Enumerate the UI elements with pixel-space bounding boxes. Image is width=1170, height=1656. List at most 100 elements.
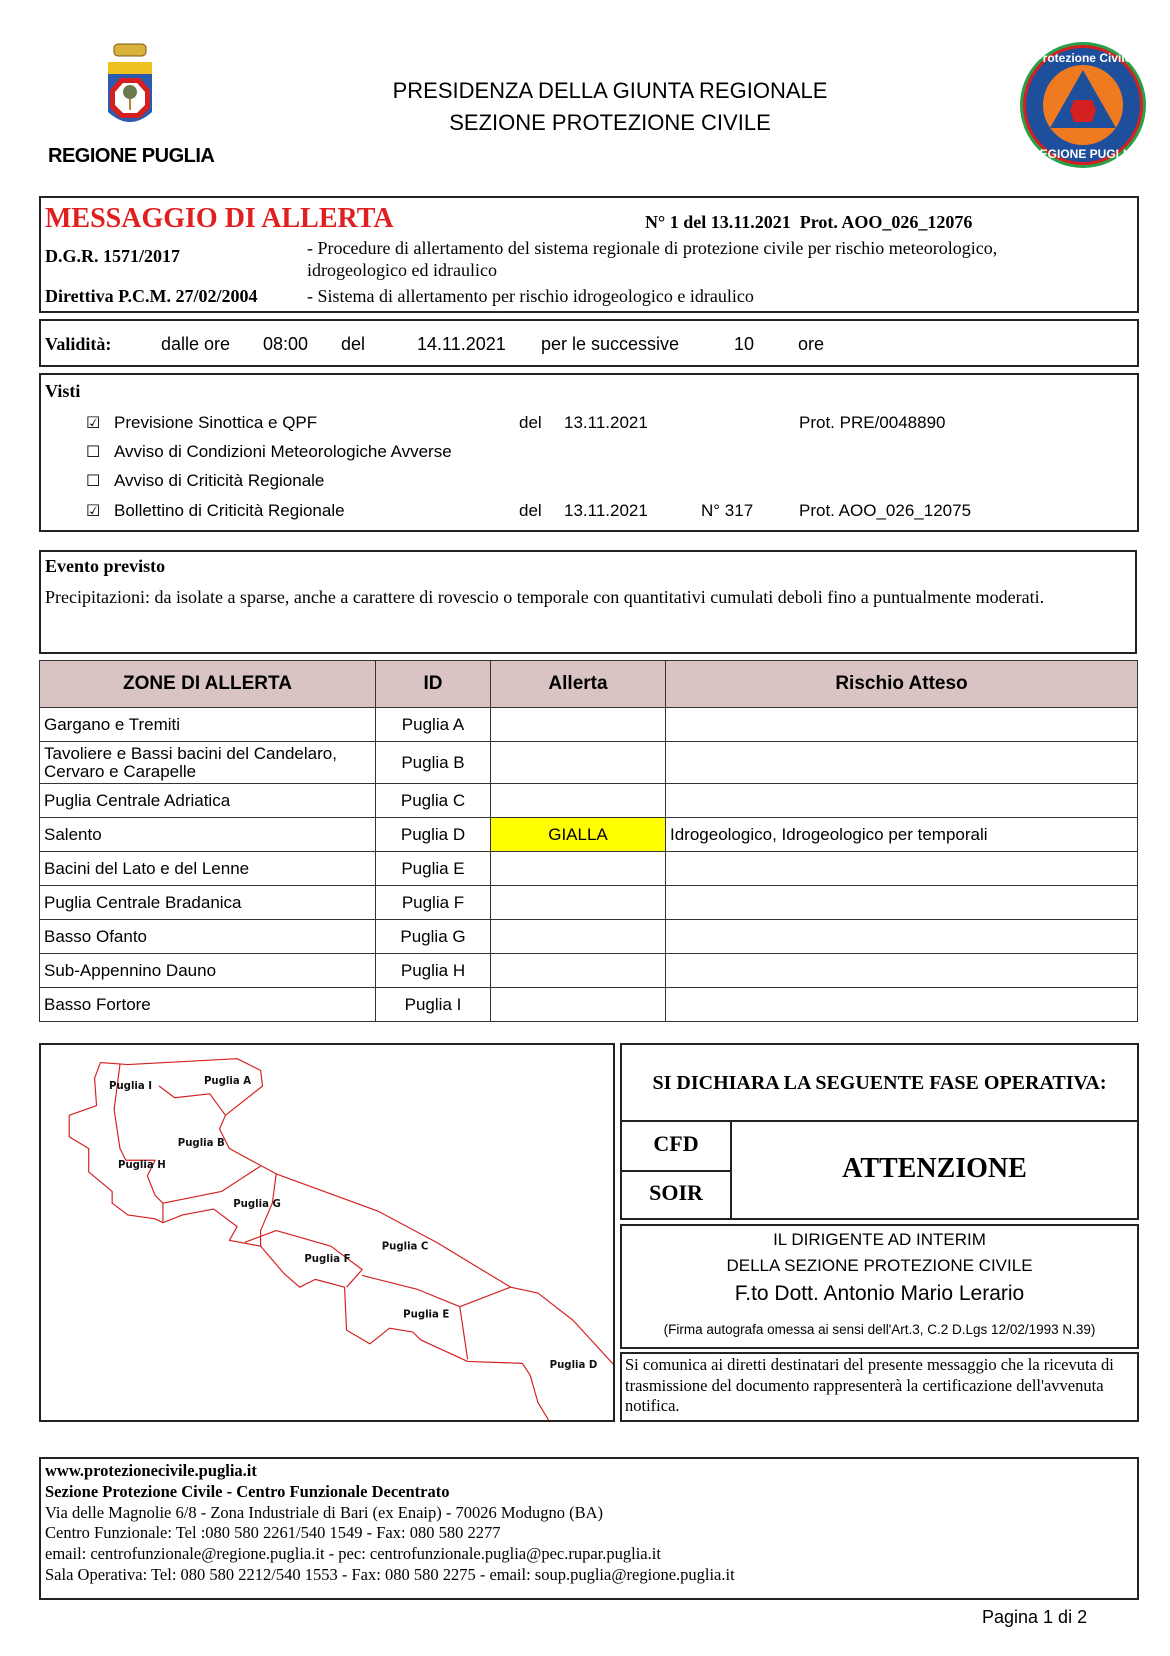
- allerta-cell: [490, 987, 666, 1022]
- map-label: Puglia B: [178, 1138, 225, 1149]
- fase-soir: SOIR: [649, 1180, 703, 1205]
- zone-cell: Bacini del Lato e del Lenne: [39, 851, 376, 886]
- visti-item-label: Bollettino di Criticità Regionale: [114, 501, 345, 520]
- rischio-cell: [665, 851, 1138, 886]
- table-row: Gargano e Tremiti Puglia A: [39, 707, 1138, 742]
- visti-item-prot: Prot. PRE/0048890: [799, 413, 946, 432]
- allerta-cell: [490, 741, 666, 784]
- id-cell: Puglia A: [375, 707, 491, 742]
- rischio-cell: [665, 919, 1138, 954]
- footer-box: www.protezionecivile.puglia.it Sezione P…: [39, 1457, 1139, 1600]
- regione-puglia-logo: [100, 42, 160, 134]
- validita-ora: 08:00: [263, 334, 309, 354]
- id-cell: Puglia B: [375, 741, 491, 784]
- id-cell: Puglia I: [375, 987, 491, 1022]
- firma-name: F.to Dott. Antonio Mario Lerario: [734, 1282, 1025, 1305]
- map-boundaries: [113, 1064, 511, 1360]
- map-label: Puglia A: [204, 1076, 251, 1087]
- firma-line2: DELLA SEZIONE PROTEZIONE CIVILE: [726, 1256, 1033, 1275]
- validita-ore-num: 10: [734, 334, 755, 354]
- checkbox-unchecked-icon: ☐: [86, 442, 101, 461]
- footer-section: Sezione Protezione Civile - Centro Funzi…: [45, 1481, 450, 1501]
- map-label: Puglia F: [304, 1254, 350, 1265]
- table-row: Bacini del Lato e del Lenne Puglia E: [39, 851, 1138, 886]
- allerta-cell: [490, 707, 666, 742]
- dgr-label: D.G.R. 1571/2017: [45, 246, 180, 266]
- validita-ore: ore: [798, 334, 825, 354]
- header-rischio: Rischio Atteso: [665, 660, 1138, 708]
- table-row: Puglia Centrale Adriatica Puglia C: [39, 783, 1138, 818]
- id-cell: Puglia E: [375, 851, 491, 886]
- table-row: Puglia Centrale Bradanica Puglia F: [39, 885, 1138, 920]
- validita-data: 14.11.2021: [417, 334, 506, 354]
- map-label: Puglia D: [550, 1360, 598, 1371]
- footer-website[interactable]: www.protezionecivile.puglia.it: [45, 1461, 257, 1480]
- visti-item-label: Avviso di Criticità Regionale: [114, 471, 325, 490]
- id-cell: Puglia G: [375, 919, 491, 954]
- notice-box: Si comunica ai diretti destinatari del p…: [620, 1352, 1139, 1422]
- zones-map: Puglia I Puglia A Puglia B Puglia H Puglia G…: [39, 1043, 615, 1422]
- allerta-cell: [490, 783, 666, 818]
- evento-label: Evento previsto: [45, 556, 166, 576]
- map-label: Puglia G: [233, 1199, 281, 1210]
- header-id: ID: [375, 660, 491, 708]
- dgr-text-1: - Procedure di allertamento del sistema …: [307, 238, 998, 258]
- regione-puglia-label: REGIONE PUGLIA: [48, 145, 215, 167]
- id-cell: Puglia D: [375, 817, 491, 852]
- notice-text: Si comunica ai diretti destinatari del p…: [625, 1355, 1114, 1415]
- protezione-civile-logo: Protezione Civile REGIONE PUGLIA: [1018, 40, 1148, 170]
- checkbox-checked-icon: ☑: [86, 501, 101, 520]
- table-row: Sub-Appennino Dauno Puglia H: [39, 953, 1138, 988]
- fase-value: ATTENZIONE: [842, 1153, 1027, 1184]
- footer-address: Via delle Magnolie 6/8 - Zona Industrial…: [45, 1502, 604, 1522]
- visti-item-date: 13.11.2021: [564, 501, 648, 520]
- visti-item-prot: Prot. AOO_026_12075: [799, 501, 972, 520]
- header-title-line2: SEZIONE PROTEZIONE CIVILE: [449, 110, 771, 135]
- allerta-cell: [490, 851, 666, 886]
- checkbox-checked-icon: ☑: [86, 413, 101, 432]
- svg-text:REGIONE PUGLIA: REGIONE PUGLIA: [1031, 147, 1135, 161]
- visti-item-del: del: [519, 501, 542, 520]
- fase-box: SI DICHIARA LA SEGUENTE FASE OPERATIVA: …: [620, 1043, 1139, 1220]
- zone-cell: Basso Ofanto: [39, 919, 376, 954]
- table-row: Salento Puglia D GIALLA Idrogeologico, Idro…: [39, 817, 1138, 852]
- map-label: Puglia I: [109, 1081, 152, 1092]
- dgr-text-2: idrogeologico ed idraulico: [307, 260, 497, 280]
- evento-text: Precipitazioni: da isolate a sparse, anc…: [45, 587, 1045, 607]
- firma-box: IL DIRIGENTE AD INTERIM DELLA SEZIONE PR…: [620, 1224, 1139, 1349]
- validita-dalle-ore: dalle ore: [161, 334, 231, 354]
- visti-item-number: N° 317: [701, 501, 754, 520]
- direttiva-text: - Sistema di allertamento per rischio id…: [307, 286, 754, 306]
- visti-item-date: 13.11.2021: [564, 413, 648, 432]
- validita-box: Validità: dalle ore 08:00 del 14.11.2021…: [39, 319, 1139, 367]
- rischio-cell: [665, 987, 1138, 1022]
- footer-centro: Centro Funzionale: Tel :080 580 2261/540…: [45, 1523, 501, 1543]
- message-number: N° 1 del 13.11.2021 Prot. AOO_026_12076: [645, 212, 973, 232]
- map-label: Puglia H: [118, 1160, 166, 1171]
- rischio-cell: [665, 885, 1138, 920]
- message-box: MESSAGGIO DI ALLERTA N° 1 del 13.11.2021…: [39, 196, 1139, 313]
- header-zone: ZONE DI ALLERTA: [39, 660, 376, 708]
- id-cell: Puglia F: [375, 885, 491, 920]
- footer-email: email: centrofunzionale@regione.puglia.i…: [45, 1544, 661, 1564]
- header-allerta: Allerta: [490, 660, 666, 708]
- visti-item-label: Avviso di Condizioni Meteorologiche Avve…: [114, 442, 452, 461]
- visti-box: Visti ☑ Previsione Sinottica e QPF del 13.1…: [39, 373, 1139, 532]
- svg-text:Protezione Civile: Protezione Civile: [1035, 51, 1132, 65]
- rischio-cell: [665, 783, 1138, 818]
- table-row: Basso Ofanto Puglia G: [39, 919, 1138, 954]
- allerta-cell: [490, 885, 666, 920]
- zone-cell: Puglia Centrale Bradanica: [39, 885, 376, 920]
- zone-cell: Gargano e Tremiti: [39, 707, 376, 742]
- visti-item-del: del: [519, 413, 542, 432]
- zone-cell: Basso Fortore: [39, 987, 376, 1022]
- message-title: MESSAGGIO DI ALLERTA: [45, 203, 394, 234]
- table-row: Tavoliere e Bassi bacini del Candelaro, …: [39, 741, 1138, 784]
- firma-line1: IL DIRIGENTE AD INTERIM: [773, 1230, 986, 1249]
- checkbox-unchecked-icon: ☐: [86, 471, 101, 490]
- zone-cell: Tavoliere e Bassi bacini del Candelaro, …: [39, 741, 376, 784]
- id-cell: Puglia H: [375, 953, 491, 988]
- fase-cfd: CFD: [653, 1131, 699, 1156]
- allerta-cell: GIALLA: [490, 817, 666, 852]
- rischio-cell: Idrogeologico, Idrogeologico per tempora…: [665, 817, 1138, 852]
